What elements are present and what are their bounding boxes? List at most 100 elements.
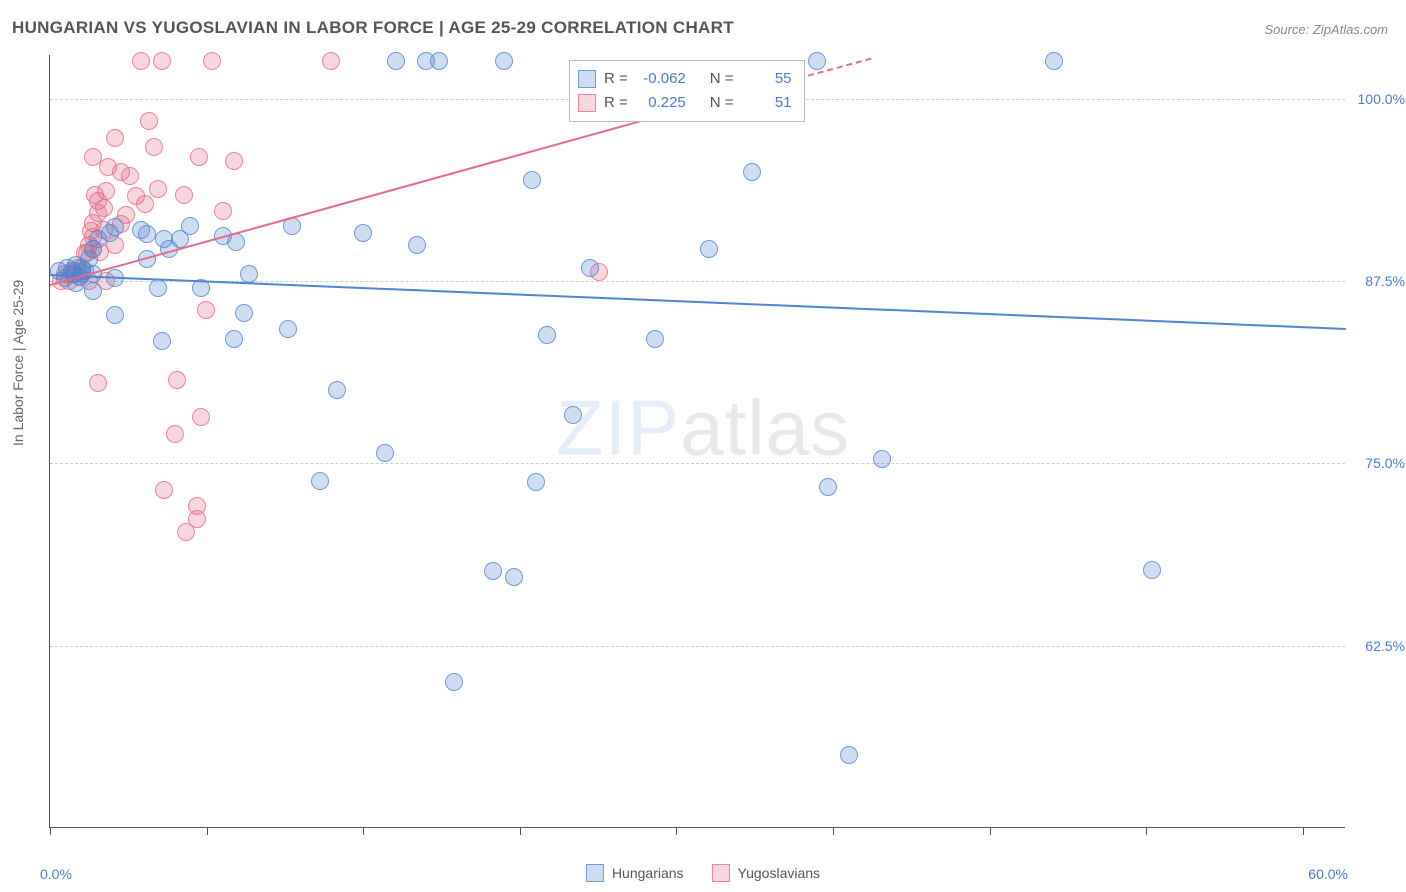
scatter-point-yugoslavians [214, 202, 232, 220]
plot-area: 62.5%75.0%87.5%100.0% [49, 55, 1345, 828]
stats-row-series1: R = -0.062 N = 55 [578, 67, 792, 91]
x-tick [676, 827, 677, 835]
scatter-point-hungarians [279, 320, 297, 338]
scatter-point-hungarians [84, 282, 102, 300]
scatter-point-yugoslavians [140, 112, 158, 130]
grid-line [50, 646, 1345, 647]
y-tick-label: 62.5% [1350, 638, 1405, 654]
legend-swatch-series2 [712, 864, 730, 882]
scatter-point-hungarians [430, 52, 448, 70]
scatter-point-yugoslavians [121, 167, 139, 185]
scatter-point-hungarians [564, 406, 582, 424]
scatter-point-hungarians [700, 240, 718, 258]
swatch-series1 [578, 70, 596, 88]
scatter-point-yugoslavians [190, 148, 208, 166]
scatter-point-yugoslavians [153, 52, 171, 70]
scatter-point-yugoslavians [203, 52, 221, 70]
scatter-point-hungarians [1143, 561, 1161, 579]
scatter-point-hungarians [873, 450, 891, 468]
legend-item-series2: Yugoslavians [712, 864, 821, 882]
legend-label-series2: Yugoslavians [738, 865, 821, 881]
scatter-point-hungarians [328, 381, 346, 399]
scatter-point-hungarians [354, 224, 372, 242]
scatter-point-yugoslavians [155, 481, 173, 499]
swatch-series2 [578, 94, 596, 112]
x-tick [1303, 827, 1304, 835]
scatter-point-hungarians [484, 562, 502, 580]
scatter-point-hungarians [376, 444, 394, 462]
scatter-point-hungarians [819, 478, 837, 496]
scatter-point-hungarians [808, 52, 826, 70]
scatter-point-hungarians [538, 326, 556, 344]
n-value-series1: 55 [742, 67, 792, 91]
r-value-series1: -0.062 [636, 67, 686, 91]
r-label: R = [604, 67, 628, 91]
scatter-point-hungarians [445, 673, 463, 691]
chart-title: HUNGARIAN VS YUGOSLAVIAN IN LABOR FORCE … [12, 18, 734, 38]
n-value-series2: 51 [742, 91, 792, 115]
x-axis-max-label: 60.0% [1308, 866, 1348, 882]
scatter-point-hungarians [311, 472, 329, 490]
scatter-point-yugoslavians [166, 425, 184, 443]
y-tick-label: 87.5% [1350, 273, 1405, 289]
n-label: N = [710, 91, 734, 115]
scatter-point-yugoslavians [149, 180, 167, 198]
stats-row-series2: R = 0.225 N = 51 [578, 91, 792, 115]
correlation-stats-box: R = -0.062 N = 55 R = 0.225 N = 51 [569, 60, 805, 122]
x-tick [833, 827, 834, 835]
x-tick [363, 827, 364, 835]
scatter-point-yugoslavians [175, 186, 193, 204]
scatter-point-hungarians [527, 473, 545, 491]
legend-item-series1: Hungarians [586, 864, 684, 882]
scatter-point-hungarians [646, 330, 664, 348]
x-tick [520, 827, 521, 835]
n-label: N = [710, 67, 734, 91]
r-value-series2: 0.225 [636, 91, 686, 115]
scatter-point-hungarians [106, 218, 124, 236]
scatter-point-hungarians [408, 236, 426, 254]
scatter-point-hungarians [387, 52, 405, 70]
scatter-point-yugoslavians [89, 374, 107, 392]
bottom-legend: Hungarians Yugoslavians [586, 864, 820, 882]
scatter-point-yugoslavians [225, 152, 243, 170]
scatter-point-hungarians [523, 171, 541, 189]
r-label: R = [604, 91, 628, 115]
scatter-point-hungarians [840, 746, 858, 764]
scatter-point-hungarians [743, 163, 761, 181]
scatter-point-hungarians [149, 279, 167, 297]
scatter-point-yugoslavians [132, 52, 150, 70]
scatter-point-yugoslavians [197, 301, 215, 319]
y-tick-label: 75.0% [1350, 455, 1405, 471]
scatter-point-hungarians [138, 225, 156, 243]
scatter-point-hungarians [1045, 52, 1063, 70]
y-tick-label: 100.0% [1350, 91, 1405, 107]
scatter-point-yugoslavians [192, 408, 210, 426]
legend-swatch-series1 [586, 864, 604, 882]
x-tick [50, 827, 51, 835]
scatter-point-yugoslavians [322, 52, 340, 70]
scatter-point-yugoslavians [97, 182, 115, 200]
scatter-point-hungarians [106, 306, 124, 324]
scatter-point-yugoslavians [136, 195, 154, 213]
scatter-point-yugoslavians [188, 510, 206, 528]
scatter-point-hungarians [495, 52, 513, 70]
scatter-point-yugoslavians [168, 371, 186, 389]
scatter-point-yugoslavians [145, 138, 163, 156]
scatter-point-hungarians [153, 332, 171, 350]
x-tick [1146, 827, 1147, 835]
legend-label-series1: Hungarians [612, 865, 684, 881]
x-tick [990, 827, 991, 835]
x-axis-min-label: 0.0% [40, 866, 72, 882]
x-tick [207, 827, 208, 835]
scatter-point-hungarians [181, 217, 199, 235]
scatter-point-hungarians [235, 304, 253, 322]
scatter-point-hungarians [505, 568, 523, 586]
scatter-point-hungarians [225, 330, 243, 348]
scatter-point-hungarians [240, 265, 258, 283]
grid-line [50, 463, 1345, 464]
scatter-point-yugoslavians [106, 129, 124, 147]
source-attribution: Source: ZipAtlas.com [1264, 22, 1388, 37]
y-axis-title: In Labor Force | Age 25-29 [10, 280, 26, 446]
scatter-point-hungarians [581, 259, 599, 277]
scatter-point-yugoslavians [95, 199, 113, 217]
